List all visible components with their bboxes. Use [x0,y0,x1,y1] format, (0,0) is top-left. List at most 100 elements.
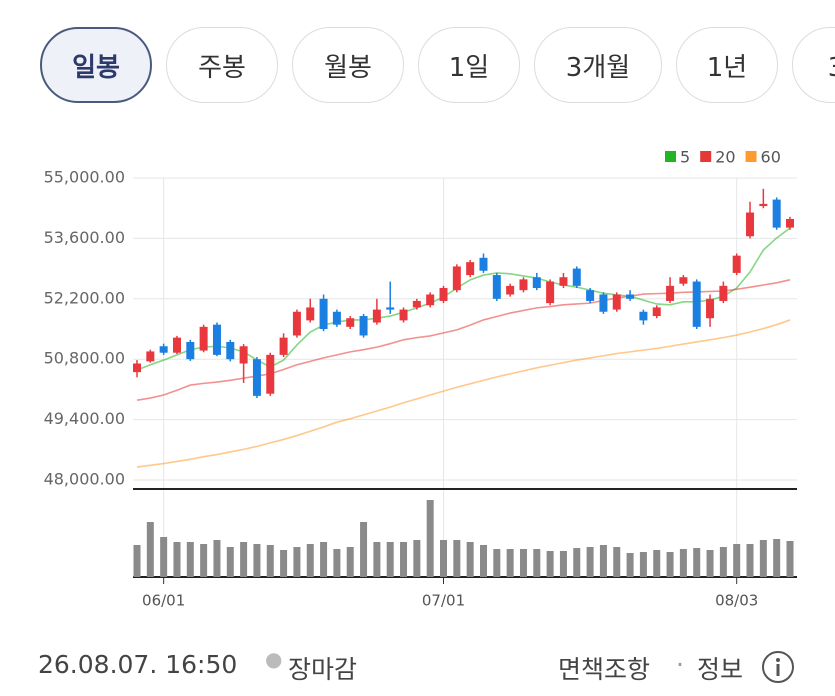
info-link[interactable]: 정보 [697,655,744,684]
tab-bar: 일봉주봉월봉1일3개월1년3년 [0,27,835,107]
separator: · [676,650,684,679]
volume-bar [346,547,354,577]
disclaimer-link[interactable]: 면책조항 [558,655,651,684]
volume-bar [253,544,261,577]
volume-bar [599,545,607,577]
volume-bar [786,541,794,577]
tab[interactable]: 월봉 [292,27,404,103]
candle-body [639,311,648,321]
legend-label: 60 [761,148,781,167]
candle-body [586,290,595,301]
candle-body [546,281,555,304]
y-tick-label: 52,200.00 [44,288,125,307]
candle-body [332,311,341,325]
volume-bar [559,551,567,577]
candle-body [626,294,635,299]
candle-body [506,285,515,295]
tab[interactable]: 1년 [676,27,778,103]
volume-bar [320,542,328,577]
legend-swatch [745,151,757,162]
tab[interactable]: 1일 [418,27,520,103]
x-tick-label: 07/01 [422,592,465,610]
candle-body [319,298,328,329]
volume-bar [186,542,194,577]
volume-bar [653,550,661,577]
candle-body [439,288,448,301]
candle-body [492,275,501,299]
legend-swatch [665,151,676,162]
volume-bar [679,549,687,577]
candle-body [412,300,421,308]
volume-bar [400,542,408,577]
volume-bar [280,550,288,577]
candle-body [532,277,541,289]
volume-bar [573,548,581,577]
candle-body [279,337,288,355]
tab[interactable]: 주봉 [166,27,278,103]
volume-bar [373,542,381,577]
volume-bar [466,542,474,577]
candle-body [239,346,248,364]
volume-bar [746,544,754,577]
candle-body [466,262,475,276]
volume-bar [440,540,448,577]
y-tick-label: 53,600.00 [44,228,125,247]
candle-body [199,326,208,351]
info-icon[interactable] [761,650,795,684]
candle-body [559,277,568,286]
y-tick-label: 50,800.00 [44,349,125,368]
candle-body [786,218,794,228]
candle-body [479,257,488,271]
volume-bar [360,522,368,577]
y-tick-label: 49,400.00 [44,409,125,428]
volume-bar [706,550,714,577]
candle-body [452,266,461,291]
moving-average-line [136,319,791,468]
candle-body [146,351,155,362]
candle-body [746,212,755,237]
volume-bar [173,542,181,577]
volume-bar [586,547,594,577]
candle-body [292,311,301,336]
candle-body [759,203,768,207]
volume-bar [200,544,208,577]
candle-body [252,359,261,396]
tab[interactable]: 3개월 [534,27,662,103]
candle-body [652,307,661,317]
volume-bar [533,549,541,577]
volume-bar [413,540,421,577]
volume-bar [693,548,701,577]
volume-bar [240,542,248,577]
volume-bar [226,547,234,577]
footer: 26.08.07. 16:50 ● 장마감 면책조항 · 정보 [0,640,835,690]
candle-body [572,268,581,286]
volume-bar [306,544,314,577]
volume-bar [213,540,221,577]
timestamp: 26.08.07. 16:50 [38,650,238,679]
candle-body [692,281,701,327]
candle-body [426,294,435,306]
candle-body [732,255,741,273]
candle-body [159,346,168,353]
volume-bar [293,547,301,577]
volume-bar [453,540,461,577]
candle-body [399,309,408,321]
tab[interactable]: 일봉 [40,27,152,103]
volume-bar [146,522,154,577]
candle-body [599,294,608,312]
status: 장마감 [288,655,358,684]
volume-bar [773,539,781,577]
candle-body [306,307,315,321]
candle-body [519,279,528,291]
candle-body [679,277,688,284]
y-tick-label: 55,000.00 [44,168,125,187]
candle-body [212,324,221,355]
volume-bar [733,544,741,577]
candle-body [772,199,781,228]
volume-bar [479,545,487,577]
volume-bar [160,537,168,577]
volume-bar [133,545,141,577]
candle-body [666,285,675,301]
candle-body [186,341,195,360]
